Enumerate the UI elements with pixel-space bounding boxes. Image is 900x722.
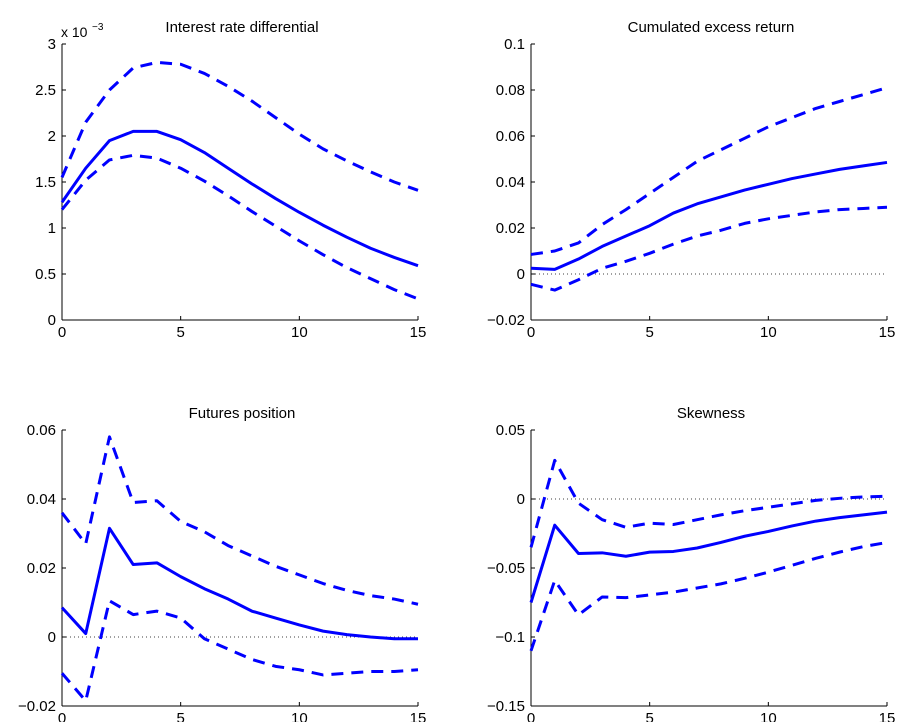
y-tick-label: 0 <box>517 266 525 283</box>
x-tick-label: 0 <box>58 324 66 341</box>
x-tick-label: 5 <box>176 324 184 341</box>
series-line-band-0 <box>60 60 419 192</box>
y-tick-label: 0.02 <box>496 220 525 237</box>
y-tick-label: 0.02 <box>27 560 56 577</box>
x-tick-label: 5 <box>645 710 653 722</box>
x-tick-label: 10 <box>291 710 308 722</box>
panel-title: Skewness <box>677 405 745 422</box>
series-line-band-0 <box>530 86 888 256</box>
series-line-estimate <box>60 526 418 641</box>
x-tick-label: 5 <box>645 324 653 341</box>
y-tick-label: 2.5 <box>35 82 56 99</box>
y-tick-label: 0 <box>517 491 525 508</box>
x-tick-label: 15 <box>410 324 427 341</box>
x-tick-label: 0 <box>527 324 535 341</box>
axis-scale-label: x 10 <box>61 24 88 40</box>
y-tick-label: −0.05 <box>487 560 525 577</box>
series-line-estimate <box>60 129 419 268</box>
x-tick-label: 0 <box>527 710 535 722</box>
series-line-band-2 <box>529 540 888 652</box>
y-tick-label: 0.08 <box>496 82 525 99</box>
y-tick-label: 0.1 <box>504 36 525 53</box>
panel-title: Interest rate differential <box>165 19 318 36</box>
x-tick-label: 0 <box>58 710 66 722</box>
x-tick-label: 15 <box>879 710 896 722</box>
panel-cumulated-excess-return: Cumulated excess return −0.0200.020.040.… <box>487 19 895 341</box>
series-line-band-2 <box>530 205 888 292</box>
y-tick-label: 0.06 <box>496 128 525 145</box>
y-tick-label: 0.06 <box>27 422 56 439</box>
series-line-band-0 <box>60 435 419 606</box>
y-tick-label: 0 <box>48 312 56 329</box>
y-tick-label: 2 <box>48 128 56 145</box>
panel-title: Cumulated excess return <box>628 19 795 36</box>
series-line-estimate <box>530 160 888 271</box>
series-line-band-2 <box>60 153 419 301</box>
panel-title: Futures position <box>189 405 296 422</box>
series-line-estimate <box>529 510 888 603</box>
x-tick-label: 15 <box>879 324 896 341</box>
panel-interest-rate-differential: Interest rate differential x 10 −3 0 0.5 1… <box>35 19 426 341</box>
y-tick-label: −0.1 <box>495 629 525 646</box>
y-tick-label: 1 <box>48 220 56 237</box>
y-tick-label: 1.5 <box>35 174 56 191</box>
series-line-band-2 <box>60 599 419 703</box>
series-line-band-0 <box>529 458 888 548</box>
y-tick-label: 0 <box>48 629 56 646</box>
y-tick-label: 0.04 <box>496 174 525 191</box>
y-tick-label: −0.15 <box>487 698 525 715</box>
y-tick-label: 0.5 <box>35 266 56 283</box>
panel-skewness: Skewness −0.15 −0.1 −0.05 0 0.05 0 5 10 15 <box>487 405 895 722</box>
y-tick-label: −0.02 <box>487 312 525 329</box>
x-tick-label: 10 <box>760 710 777 722</box>
x-tick-label: 10 <box>760 324 777 341</box>
x-tick-label: 10 <box>291 324 308 341</box>
x-tick-label: 5 <box>176 710 184 722</box>
y-tick-label: 0.04 <box>27 491 56 508</box>
x-tick-label: 15 <box>410 710 427 722</box>
y-tick-label: 3 <box>48 36 56 53</box>
axis-scale-exponent: −3 <box>92 22 104 33</box>
y-tick-label: 0.05 <box>496 422 525 439</box>
y-tick-label: −0.02 <box>18 698 56 715</box>
